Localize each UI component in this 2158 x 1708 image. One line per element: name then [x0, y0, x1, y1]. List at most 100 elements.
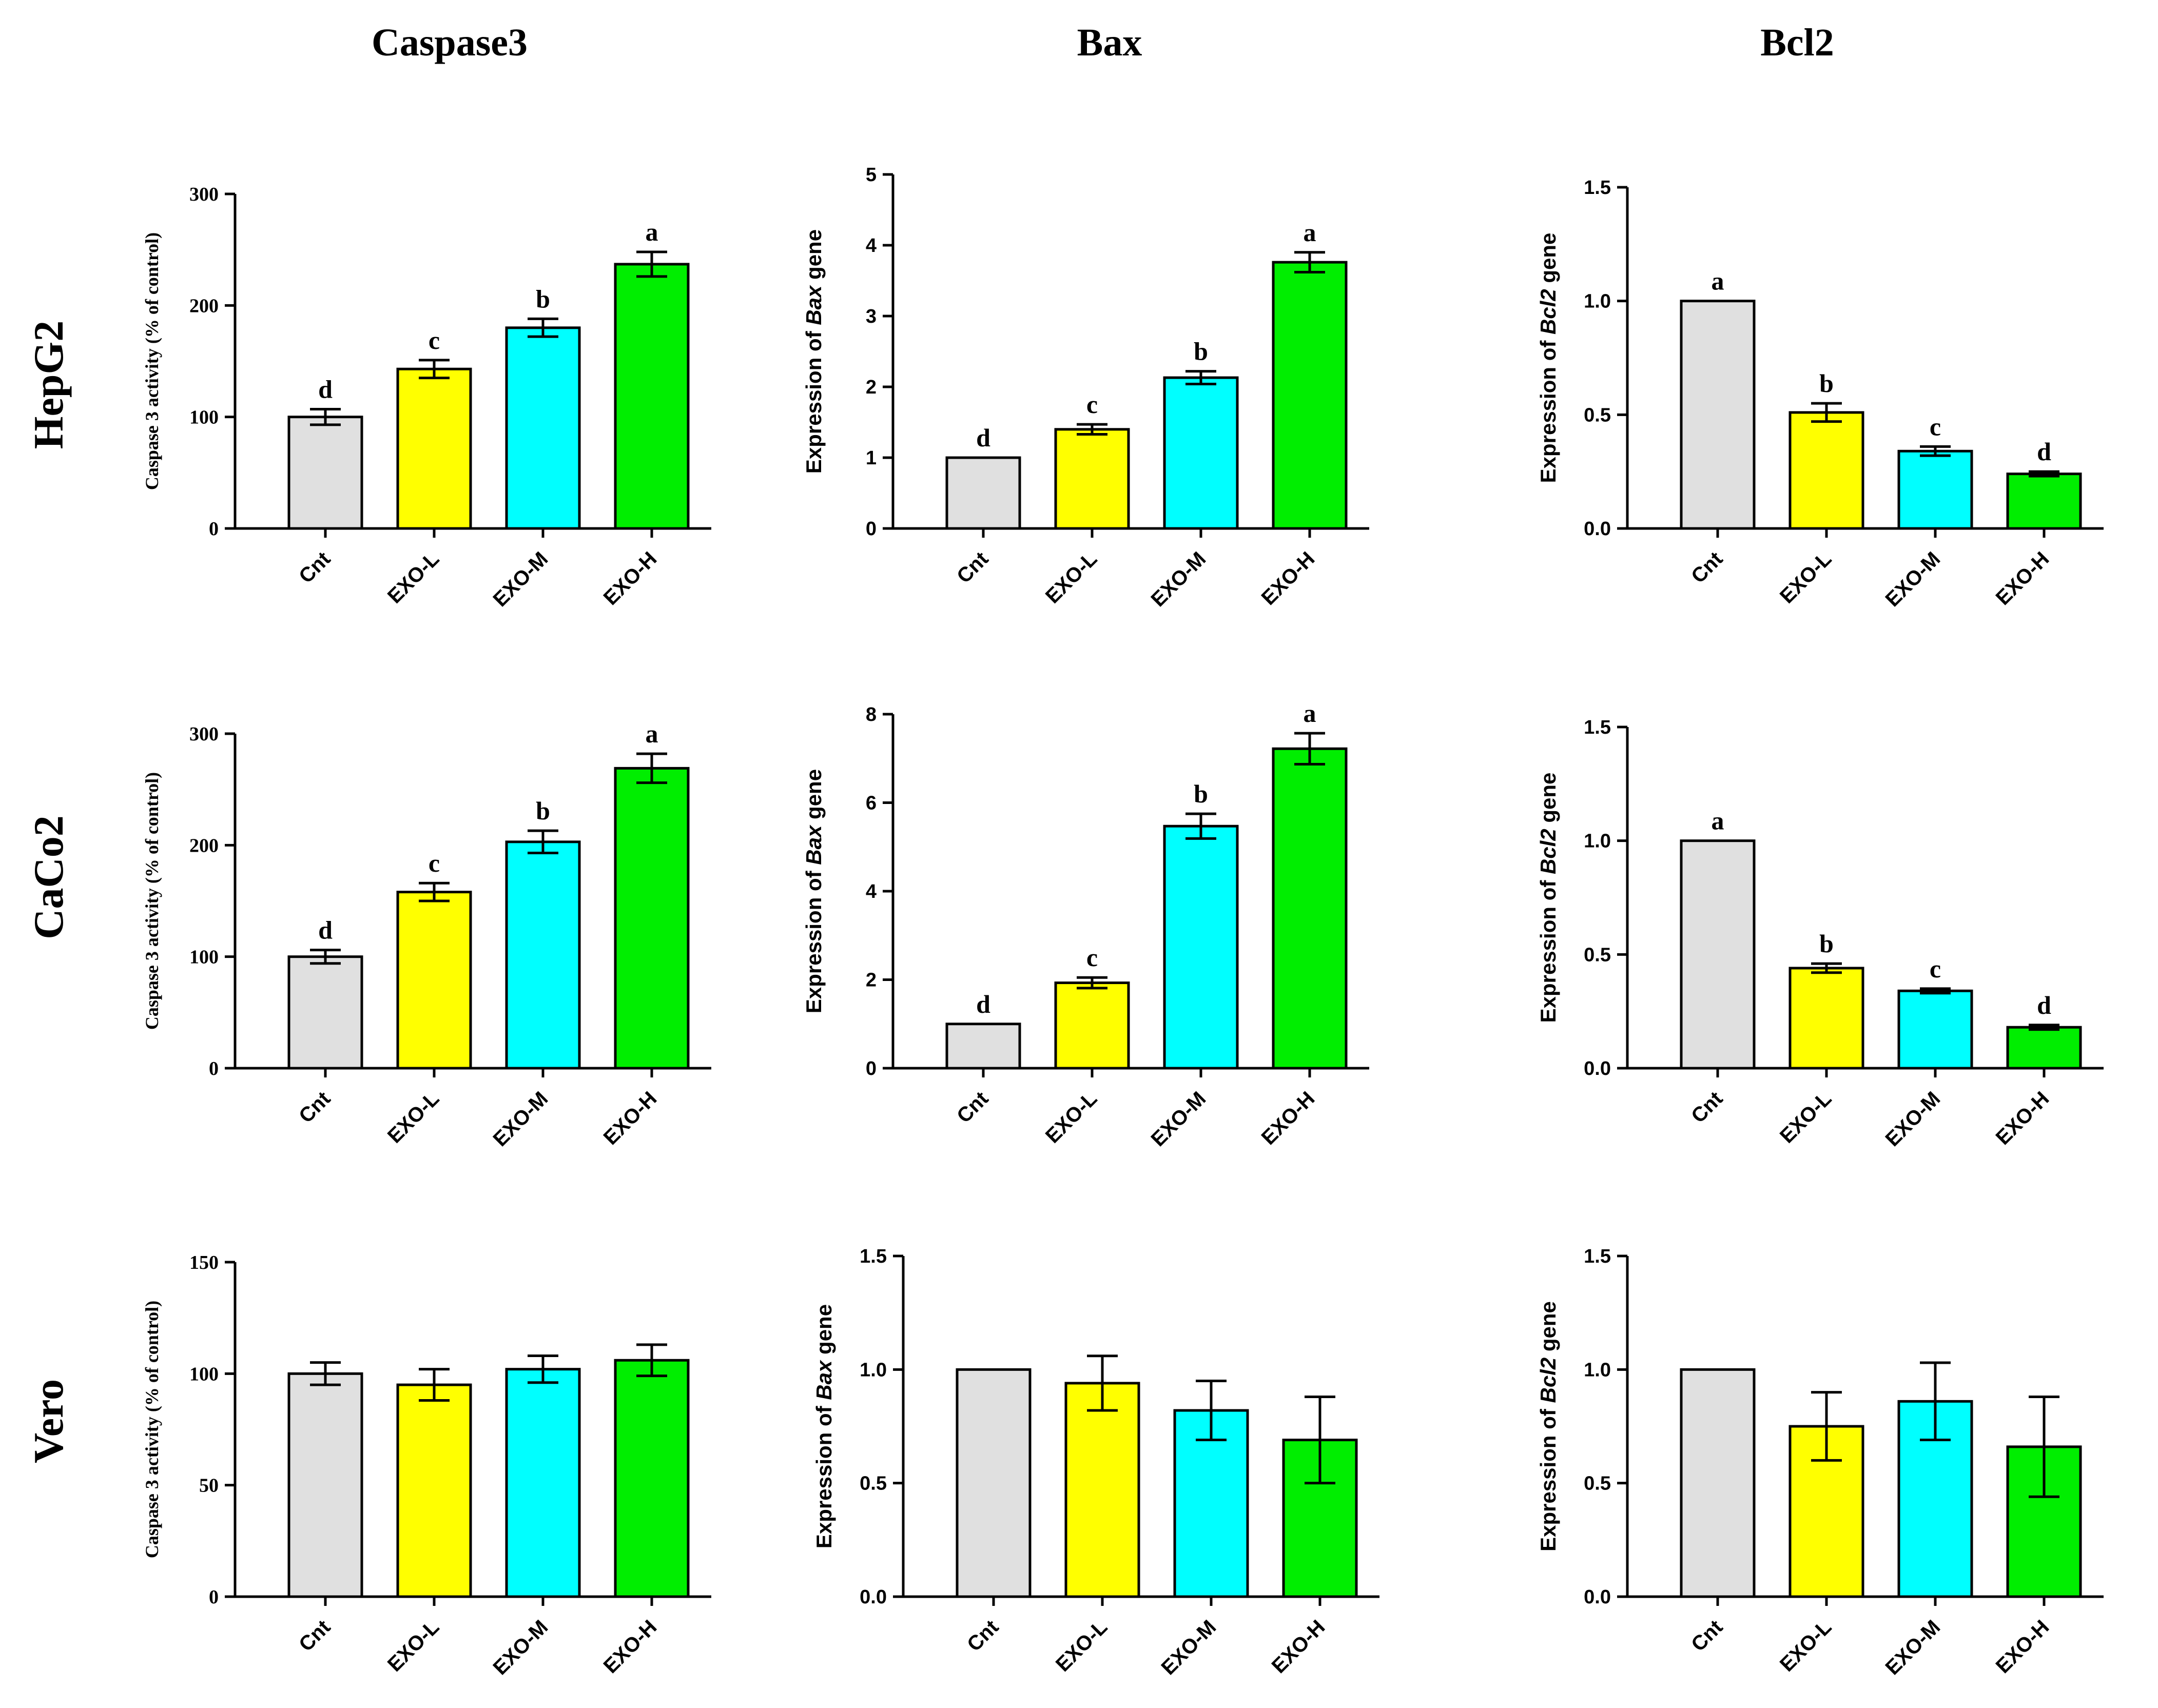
bar-cnt	[1680, 1368, 1756, 1598]
row-title-hepg2: HepG2	[25, 321, 72, 449]
y-axis-label: Expression of Bcl2 gene	[1536, 773, 1560, 1023]
y-tick-label: 1	[866, 447, 877, 469]
x-tick-label: EXO-M	[1881, 547, 1945, 611]
x-tick-label: Cnt	[295, 547, 335, 587]
y-tick-label: 0	[866, 1058, 877, 1079]
x-tick-label: EXO-M	[1881, 1087, 1945, 1151]
significance-letter: c	[1930, 954, 1941, 983]
y-tick-label: 300	[189, 184, 219, 205]
chart-panel-caco2-bcl2: 0.0 0.5 1.0 1.5 Expression of Bcl2 gene a Cnt b…	[1536, 717, 2104, 1151]
y-tick-label: 0.5	[1584, 1473, 1611, 1495]
y-tick-label: 0.5	[1584, 944, 1611, 966]
chart-panel-caco2-bax: 0 2 4 6 8 Expression of Bax gene d Cnt c EXO-L b EX…	[802, 699, 1369, 1151]
y-tick-label: 0	[209, 1058, 219, 1079]
bar-cnt	[1680, 839, 1756, 1070]
bar-cnt	[287, 1372, 363, 1598]
y-tick-label: 1.0	[860, 1359, 887, 1381]
y-tick-label: 100	[189, 407, 219, 428]
bar-exo-m	[1897, 989, 1973, 1070]
bar-exo-l	[1054, 981, 1130, 1070]
x-tick-label: EXO-M	[489, 1087, 553, 1151]
x-tick-label: EXO-L	[1041, 547, 1102, 608]
x-tick-label: Cnt	[1687, 1616, 1727, 1656]
bar-cnt	[287, 416, 363, 530]
y-tick-label: 150	[189, 1252, 219, 1273]
bar-cnt	[1680, 300, 1756, 530]
significance-letter: c	[1086, 943, 1098, 972]
x-tick-label: EXO-M	[1881, 1616, 1945, 1679]
x-tick-label: Cnt	[1687, 1087, 1727, 1127]
y-tick-label: 200	[189, 295, 219, 317]
significance-letter: c	[429, 849, 440, 877]
y-tick-label: 1.0	[1584, 1359, 1611, 1381]
significance-letter: a	[1304, 699, 1316, 728]
chart-panel-hepg2-caspase3: 0 100 200 300 Caspase 3 activity (% of contr…	[142, 184, 711, 611]
significance-letter: b	[536, 796, 550, 825]
y-tick-label: 2	[866, 970, 877, 991]
bar-exo-m	[1163, 824, 1239, 1070]
bar-cnt	[956, 1368, 1032, 1598]
x-tick-label: EXO-H	[1257, 547, 1319, 610]
y-tick-label: 3	[866, 306, 877, 327]
column-title-caspase3: Caspase3	[372, 21, 528, 64]
x-tick-label: EXO-L	[1041, 1087, 1102, 1148]
x-tick-label: EXO-M	[489, 547, 553, 611]
y-tick-label: 6	[866, 793, 877, 814]
x-tick-label: EXO-L	[383, 1087, 444, 1148]
bar-cnt	[945, 1023, 1021, 1070]
chart-panel-hepg2-bax: 0 1 2 3 4 5 Expression of Bax gene d Cnt c EXO-L b E…	[802, 164, 1369, 611]
x-tick-label: Cnt	[295, 1616, 335, 1656]
bar-exo-m	[1163, 376, 1239, 530]
significance-letter: c	[1930, 412, 1941, 441]
significance-letter: b	[1194, 779, 1208, 808]
bar-exo-l	[396, 891, 472, 1070]
chart-panel-vero-caspase3: 0 50 100 150 Caspase 3 activity (% of contro…	[142, 1252, 711, 1679]
y-tick-label: 300	[189, 723, 219, 745]
y-tick-label: 0.0	[1584, 1586, 1611, 1608]
bar-cnt	[287, 955, 363, 1070]
bar-exo-l	[1788, 967, 1864, 1070]
significance-letter: d	[318, 375, 333, 403]
bar-exo-m	[505, 840, 581, 1070]
y-tick-label: 0	[866, 518, 877, 540]
bar-exo-l	[1054, 428, 1130, 530]
bar-exo-l	[396, 1383, 472, 1598]
x-tick-label: EXO-M	[1147, 547, 1211, 611]
y-tick-label: 0.0	[1584, 1058, 1611, 1079]
bar-exo-h	[614, 1359, 690, 1598]
x-tick-label: EXO-M	[489, 1616, 553, 1679]
bar-cnt	[945, 456, 1021, 530]
bar-exo-h	[614, 767, 690, 1070]
significance-letter: d	[318, 916, 333, 945]
y-tick-label: 100	[189, 947, 219, 968]
significance-letter: c	[1086, 390, 1098, 419]
significance-letter: c	[429, 326, 440, 355]
bar-exo-m	[505, 1368, 581, 1598]
x-tick-label: EXO-M	[1157, 1616, 1221, 1679]
y-tick-label: 0	[209, 518, 219, 540]
x-tick-label: EXO-L	[1052, 1616, 1112, 1676]
x-tick-label: EXO-H	[1257, 1087, 1319, 1149]
x-tick-label: Cnt	[295, 1087, 335, 1127]
bar-exo-h	[2006, 1026, 2082, 1070]
y-tick-label: 0.0	[1584, 518, 1611, 540]
significance-letter: d	[2037, 437, 2051, 466]
row-title-vero: Vero	[25, 1379, 72, 1463]
chart-panel-caco2-caspase3: 0 100 200 300 Caspase 3 activity (% of contr…	[142, 719, 711, 1151]
bar-exo-l	[1064, 1382, 1140, 1598]
bar-exo-h	[2006, 473, 2082, 530]
significance-letter: a	[1304, 218, 1316, 247]
x-tick-label: EXO-L	[383, 1616, 444, 1676]
x-tick-label: Cnt	[952, 1087, 993, 1127]
row-title-caco2: CaCo2	[25, 815, 72, 939]
x-tick-label: EXO-H	[1992, 1616, 2054, 1678]
chart-panel-vero-bcl2: 0.0 0.5 1.0 1.5 Expression of Bcl2 gene Cnt EX…	[1536, 1246, 2104, 1679]
y-tick-label: 0.5	[1584, 404, 1611, 426]
y-tick-label: 4	[866, 235, 877, 257]
y-tick-label: 100	[189, 1363, 219, 1385]
y-tick-label: 1.5	[1584, 1246, 1611, 1267]
y-axis-label: Caspase 3 activity (% of control)	[142, 1301, 162, 1558]
chart-panel-vero-bax: 0.0 0.5 1.0 1.5 Expression of Bax gene Cnt EXO…	[812, 1246, 1379, 1679]
y-tick-label: 0.5	[860, 1473, 887, 1495]
